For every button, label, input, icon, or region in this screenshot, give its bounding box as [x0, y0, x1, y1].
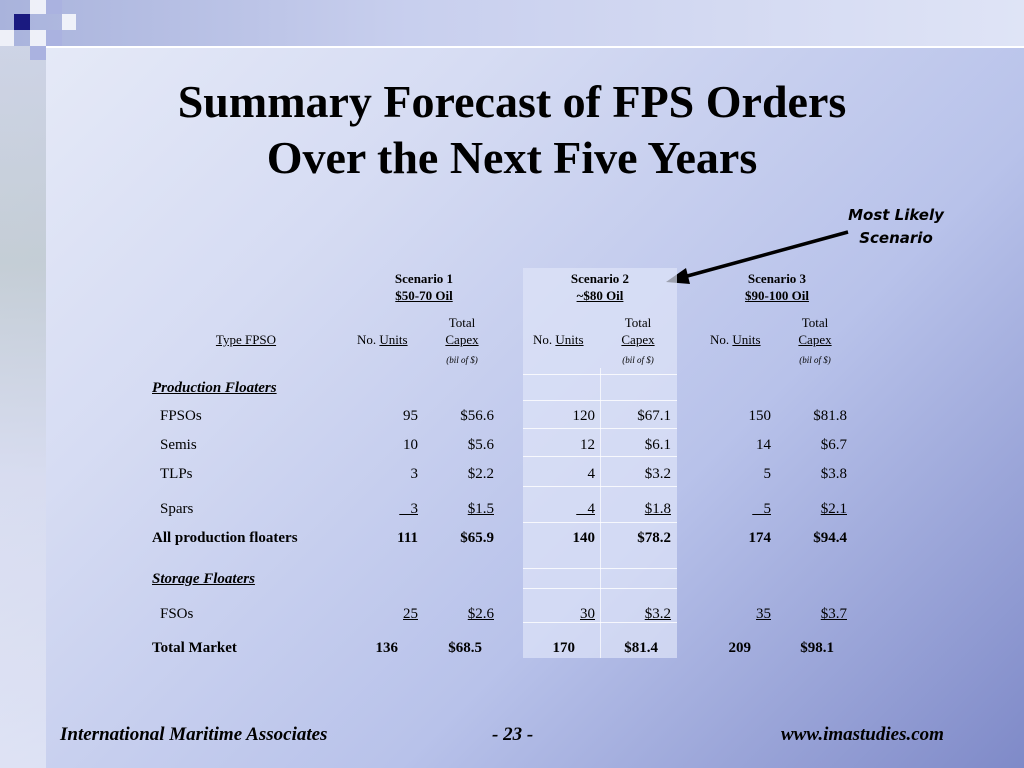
- cell-units-s3: 14: [756, 437, 771, 453]
- cell-capex-s3: $6.7: [820, 437, 847, 453]
- callout-line-1: Most Likely: [848, 206, 944, 224]
- unit-note-1: (bil of $): [446, 355, 478, 365]
- unit-note-3: (bil of $): [799, 355, 831, 365]
- cell-units-s1: 95: [403, 408, 418, 424]
- left-decor-band: [0, 46, 46, 768]
- cell-units-s2: 170: [552, 640, 576, 656]
- cell-capex-s3: $94.4: [813, 530, 847, 546]
- storage-floaters-heading: Storage Floaters: [152, 571, 255, 587]
- cell-units-s3: 5: [763, 501, 772, 517]
- row-label: Spars: [160, 501, 194, 517]
- row-label: FSOs: [160, 606, 194, 622]
- scenario-name: Scenario 1: [394, 271, 454, 286]
- cell-capex-s1: $5.6: [467, 437, 494, 453]
- cell-units-s1: 3: [410, 466, 419, 482]
- cell-units-s3: 174: [748, 530, 772, 546]
- cell-units-s1: 111: [397, 530, 418, 546]
- scenario-range: $90-100 Oil: [745, 288, 809, 303]
- cell-capex-s1: $2.6: [467, 606, 494, 622]
- cell-units-s2: 140: [572, 530, 596, 546]
- title-line-2: Over the Next Five Years: [266, 132, 758, 183]
- row-label: Semis: [160, 437, 197, 453]
- cell-units-s3: 150: [748, 408, 772, 424]
- scenario-1-header: Scenario 1 $50-70 Oil: [354, 270, 494, 304]
- cell-units-s3: 35: [756, 606, 771, 622]
- cell-capex-s1: $1.5: [467, 501, 494, 517]
- cell-units-s1: 10: [403, 437, 418, 453]
- type-fpso-header: Type FPSO: [215, 332, 277, 347]
- scenario-name: Scenario 3: [747, 271, 807, 286]
- cell-capex-s1: $56.6: [460, 408, 494, 424]
- unit-note-2: (bil of $): [622, 355, 654, 365]
- cell-capex-s2: $67.1: [637, 408, 671, 424]
- cell-capex-s3: $98.1: [800, 640, 834, 656]
- title-line-1: Summary Forecast of FPS Orders: [177, 76, 847, 127]
- cell-capex-s2: $78.2: [637, 530, 671, 546]
- cell-capex-s1: $65.9: [460, 530, 494, 546]
- row-label: All production floaters: [152, 530, 298, 546]
- cell-units-s1: 136: [375, 640, 399, 656]
- top-decor-band: [0, 0, 1024, 46]
- cell-units-s2: 12: [580, 437, 595, 453]
- scenario-2-highlight: [523, 268, 677, 658]
- row-label: Total Market: [152, 640, 237, 656]
- footer-page-number: - 23 -: [492, 724, 534, 745]
- cell-capex-s1: $68.5: [448, 640, 482, 656]
- footer-company: International Maritime Associates: [60, 724, 328, 745]
- row-label: FPSOs: [160, 408, 202, 424]
- no-units-header-1: No. Units: [357, 332, 408, 347]
- scenario-name: Scenario 2: [570, 271, 630, 286]
- slide-title: Summary Forecast of FPS Orders Over the …: [0, 74, 1024, 186]
- production-floaters-heading: Production Floaters: [152, 380, 277, 396]
- cell-capex-s3: $3.7: [820, 606, 847, 622]
- scenario-range: ~$80 Oil: [576, 288, 624, 303]
- cell-units-s3: 209: [728, 640, 752, 656]
- cell-units-s1: 3: [410, 501, 419, 517]
- cell-capex-s3: $3.8: [820, 466, 847, 482]
- cell-capex-s2: $81.4: [624, 640, 658, 656]
- scenario-3-header: Scenario 3 $90-100 Oil: [707, 270, 847, 304]
- cell-units-s2: 4: [587, 466, 596, 482]
- total-capex-header-2: Total Capex: [621, 315, 655, 347]
- cell-capex-s2: $3.2: [644, 466, 671, 482]
- decor-rule: [46, 46, 1024, 48]
- cell-units-s3: 5: [763, 466, 772, 482]
- cell-capex-s2: $6.1: [644, 437, 671, 453]
- cell-capex-s1: $2.2: [467, 466, 494, 482]
- total-capex-header-3: Total Capex: [798, 315, 832, 347]
- cell-capex-s3: $81.8: [813, 408, 847, 424]
- scenario-range: $50-70 Oil: [395, 288, 453, 303]
- total-capex-header-1: Total Capex: [445, 315, 479, 347]
- row-label: TLPs: [160, 466, 193, 482]
- cell-units-s2: 120: [572, 408, 596, 424]
- cell-units-s2: 30: [580, 606, 595, 622]
- cell-capex-s3: $2.1: [820, 501, 847, 517]
- most-likely-callout: Most Likely Scenario: [836, 204, 956, 250]
- no-units-header-3: No. Units: [710, 332, 761, 347]
- callout-line-2: Scenario: [859, 229, 933, 247]
- scenario-2-header: Scenario 2 ~$80 Oil: [530, 270, 670, 304]
- cell-capex-s2: $3.2: [644, 606, 671, 622]
- cell-units-s1: 25: [403, 606, 418, 622]
- footer-website: www.imastudies.com: [781, 724, 944, 745]
- cell-units-s2: 4: [587, 501, 596, 517]
- cell-capex-s2: $1.8: [644, 501, 671, 517]
- no-units-header-2: No. Units: [533, 332, 584, 347]
